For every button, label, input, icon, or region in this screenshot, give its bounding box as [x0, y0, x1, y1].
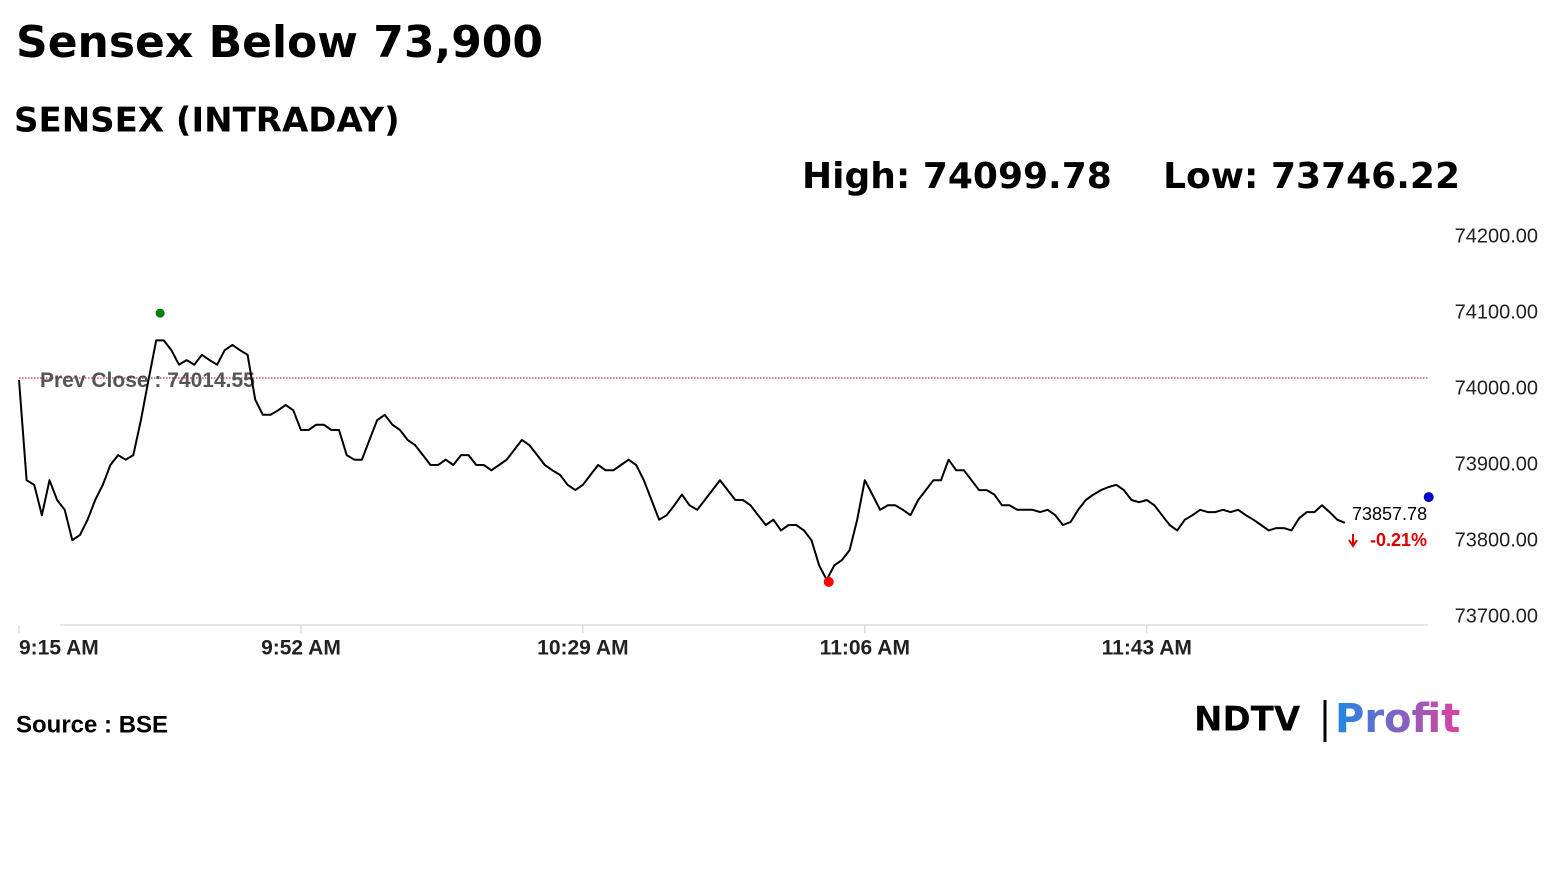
low-stat: Low: 73746.22 — [1163, 156, 1460, 197]
low-value: 73746.22 — [1271, 156, 1460, 197]
logo-product: Profit — [1335, 696, 1460, 742]
prev-close-label: Prev Close : 74014.55 — [40, 368, 255, 391]
high-value: 74099.78 — [923, 156, 1112, 197]
x-tick-label: 9:15 AM — [19, 637, 99, 660]
down-arrow — [1348, 534, 1358, 548]
high-stat: High: 74099.78 — [802, 156, 1112, 197]
logo-brand: NDTV — [1194, 700, 1301, 740]
last-value-label: 73857.78 — [1352, 504, 1427, 524]
x-tick-label: 11:43 AM — [1102, 637, 1192, 660]
y-tick-label: 73900.00 — [1455, 453, 1538, 475]
price-line — [18, 339, 1346, 581]
prev-close-value: 74014.55 — [167, 368, 255, 391]
last-marker — [1423, 492, 1434, 503]
chart-subtitle: SENSEX (INTRADAY) — [14, 101, 400, 141]
chart-title: Sensex Below 73,900 — [16, 17, 543, 68]
low-marker — [823, 576, 834, 587]
x-tick-label: 10:29 AM — [537, 637, 628, 660]
high-marker — [155, 308, 165, 318]
source: Source : BSE — [16, 711, 168, 738]
prev-close-text: Prev Close : — [40, 368, 161, 391]
y-tick-label: 73800.00 — [1455, 529, 1538, 551]
y-tick-label: 73700.00 — [1455, 605, 1538, 627]
low-label: Low: — [1163, 156, 1258, 197]
y-tick-label: 74200.00 — [1455, 225, 1538, 247]
x-tick-label: 11:06 AM — [820, 637, 910, 660]
y-tick-label: 74000.00 — [1455, 377, 1538, 399]
x-tick-label: 9:52 AM — [261, 637, 341, 660]
change-label: -0.21% — [1370, 530, 1427, 550]
high-label: High: — [802, 156, 910, 197]
y-tick-label: 74100.00 — [1455, 301, 1538, 323]
